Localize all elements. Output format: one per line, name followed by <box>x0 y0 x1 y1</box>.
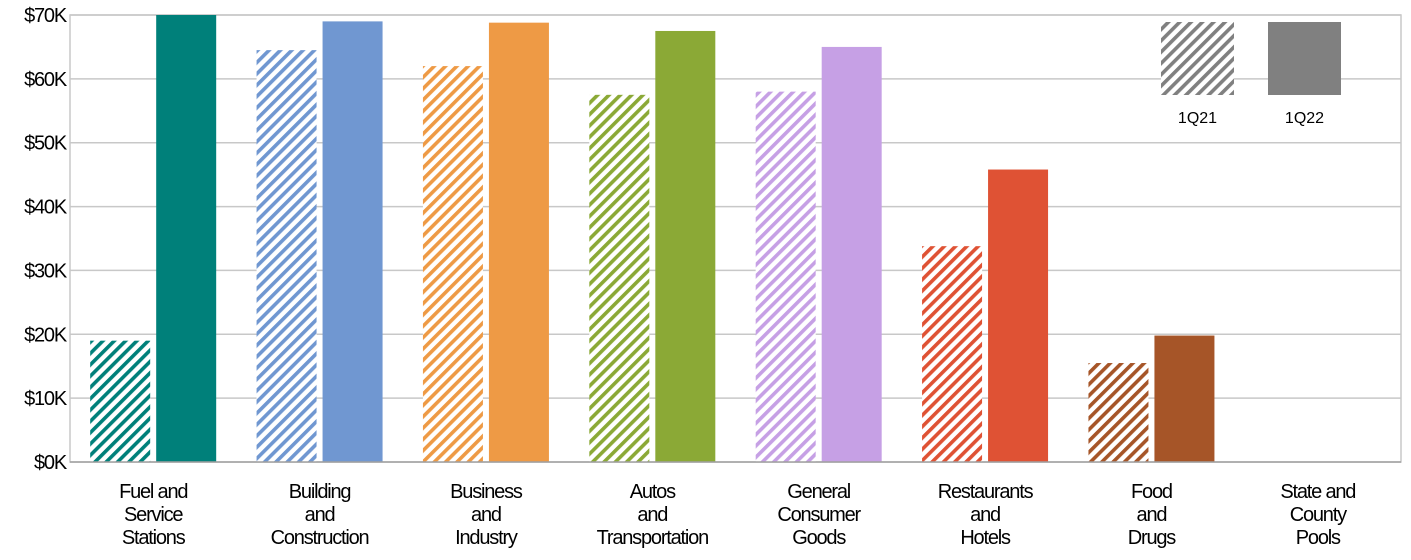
y-tick-label: $10K <box>24 388 68 410</box>
legend-swatch <box>1268 22 1341 95</box>
bar-1q22 <box>322 21 383 463</box>
bar-1q22 <box>156 15 217 462</box>
bar-1q21 <box>256 50 317 462</box>
x-axis: Fuel and Service Stations Building and Constr… <box>119 481 1356 549</box>
y-tick-label: $70K <box>24 5 68 27</box>
x-tick-label: Fuel and Service Stations <box>119 481 187 549</box>
x-tick-label: Business and Industry <box>450 481 523 549</box>
y-tick-label: $50K <box>24 133 68 155</box>
bar-1q22 <box>655 30 716 462</box>
x-tick-label: State and County Pools <box>1280 481 1355 549</box>
x-tick-label: Building and Construction <box>271 481 369 549</box>
bar-1q22 <box>821 46 882 463</box>
bars <box>90 15 1215 463</box>
bar-1q22 <box>1154 335 1215 462</box>
x-tick-label: Restaurants and Hotels <box>938 481 1034 549</box>
y-tick-label: $20K <box>24 324 68 346</box>
y-tick-label: $30K <box>24 260 68 282</box>
x-tick-label: Autos and Transportation <box>597 481 708 549</box>
y-axis: $0K $10K $20K $30K $40K $50K $60K $70K <box>24 5 69 474</box>
legend-swatch <box>1161 22 1234 95</box>
bar-1q22 <box>488 22 549 463</box>
bar-1q21 <box>755 91 816 462</box>
y-tick-label: $60K <box>24 69 68 91</box>
bar-1q21 <box>422 66 483 462</box>
x-tick-label: Food and Drugs <box>1128 481 1177 549</box>
bar-1q21 <box>1088 363 1149 462</box>
legend-label: 1Q21 <box>1178 110 1217 127</box>
bar-1q21 <box>589 94 650 463</box>
bar-1q21 <box>922 246 983 462</box>
y-tick-label: $40K <box>24 197 68 219</box>
legend: 1Q21 1Q22 <box>1161 22 1341 127</box>
bar-1q21 <box>90 340 151 462</box>
x-tick-label: General Consumer Goods <box>777 481 861 549</box>
bar-1q22 <box>988 169 1049 462</box>
y-tick-label: $0K <box>34 452 68 474</box>
legend-label: 1Q22 <box>1285 110 1324 127</box>
